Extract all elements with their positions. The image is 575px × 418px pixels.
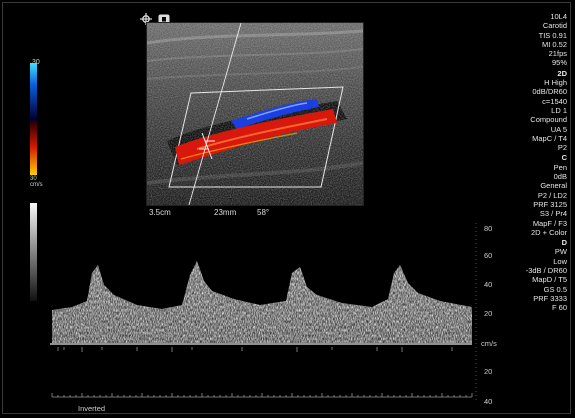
mode-c-combo: 2D + Color — [530, 227, 567, 237]
viewer-frame — [2, 2, 571, 414]
mode-d-low: Low — [553, 256, 567, 266]
mode-2d-section: 2D H High 0dB/DR60 c=1540 LD 1 Compound … — [483, 69, 567, 153]
mode-d-title: D — [561, 238, 567, 248]
mode-c-p-ld: P2 / LD2 — [537, 190, 567, 200]
colorbar-min-value: 30 — [30, 176, 37, 182]
colorbar-max-label: 30 — [32, 59, 40, 66]
angle-label: 58° — [257, 208, 270, 217]
mode-d-map: MapD / T5 — [532, 275, 567, 285]
mode-2d-c: c=1540 — [542, 96, 567, 106]
gate-size-label: 23mm — [214, 208, 237, 217]
depth-label: 3.5cm — [149, 208, 171, 217]
mode-d-pw: PW — [554, 247, 567, 257]
mode-2d-freq: H High — [544, 78, 567, 88]
preset-name: Carotid — [542, 21, 567, 31]
mode-d-prf: PRF 3333 — [533, 293, 567, 303]
mode-d-gs: GS 0.5 — [543, 284, 567, 294]
frame-rate: 21fps — [548, 49, 567, 59]
mi-value: MI 0.52 — [541, 39, 567, 49]
mode-c-map: MapF / F3 — [532, 218, 567, 228]
mode-c-pen: Pen — [553, 162, 567, 172]
mode-2d-map: MapC / T4 — [532, 133, 567, 143]
velocity-tick-40: 40 — [484, 280, 493, 289]
probe-model: 10L4 — [550, 12, 567, 21]
tis-value: TIS 0.91 — [538, 30, 567, 40]
mode-d-section: D PW Low -3dB / DR60 MapD / T5 GS 0.5 PR… — [483, 238, 567, 312]
mode-2d-ua: UA 5 — [550, 124, 567, 134]
mode-c-general: General — [540, 181, 567, 191]
colorbar-min-label: 30 cm/s — [30, 176, 43, 188]
inverted-label: Inverted — [78, 404, 106, 413]
velocity-tick-60: 60 — [484, 251, 493, 260]
mode-2d-dr: 0dB/DR60 — [532, 87, 567, 97]
velocity-tick-20: 20 — [484, 309, 493, 318]
mode-c-s: S3 / Pr4 — [539, 209, 567, 219]
mode-2d-compound: Compound — [530, 115, 567, 125]
settings-panel: 10L4 Carotid TIS 0.91 MI 0.52 21fps 95% … — [483, 12, 567, 314]
velocity-tick-80: 80 — [484, 224, 493, 233]
mode-2d-ld: LD 1 — [551, 105, 567, 115]
grayscale-map-bar — [30, 203, 37, 301]
mode-c-title: C — [561, 153, 567, 163]
bmode-color-image[interactable] — [146, 22, 364, 206]
mode-c-section: C Pen 0dB General P2 / LD2 PRF 3125 S3 /… — [483, 153, 567, 237]
mode-2d-title: 2D — [557, 68, 567, 78]
mode-2d-p: P2 — [557, 143, 567, 153]
mode-c-db: 0dB — [553, 172, 567, 182]
probe-section: 10L4 Carotid TIS 0.91 MI 0.52 21fps 95% — [483, 12, 567, 68]
spectral-doppler-trace[interactable] — [42, 215, 482, 409]
velocity-unit: cm/s — [481, 339, 497, 348]
mode-d-f: F 60 — [551, 303, 567, 313]
color-velocity-bar — [30, 63, 37, 175]
power-value: 95% — [551, 58, 567, 68]
mode-c-prf: PRF 3125 — [533, 199, 567, 209]
velocity-tick-neg40: 40 — [484, 397, 493, 406]
velocity-tick-neg20: 20 — [484, 367, 493, 376]
mode-d-dr: -3dB / DR60 — [525, 266, 567, 276]
colorbar-unit: cm/s — [30, 182, 43, 188]
